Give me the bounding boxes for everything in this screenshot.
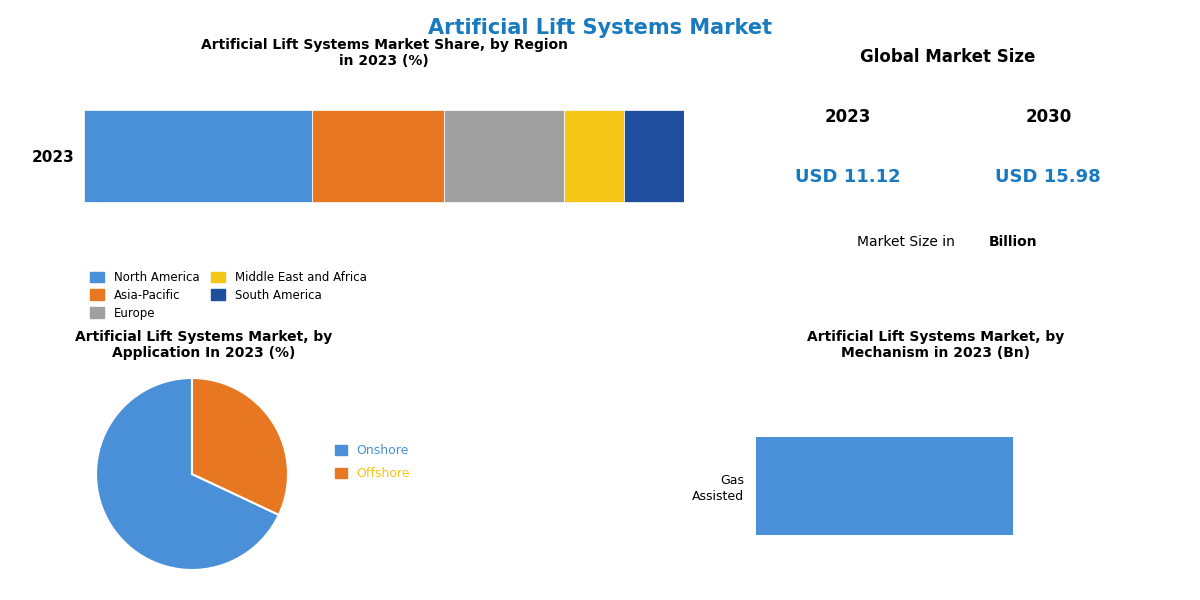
Bar — [624, 110, 684, 202]
Text: 2023: 2023 — [824, 108, 871, 126]
Text: USD 15.98: USD 15.98 — [996, 168, 1102, 186]
Wedge shape — [96, 378, 278, 570]
Text: Artificial Lift Systems Market, by
Application In 2023 (%): Artificial Lift Systems Market, by Appli… — [76, 330, 332, 360]
Text: Billion: Billion — [989, 235, 1038, 249]
Title: Artificial Lift Systems Market Share, by Region
in 2023 (%): Artificial Lift Systems Market Share, by… — [200, 38, 568, 68]
Legend: North America, Asia-Pacific, Europe, Middle East and Africa, South America: North America, Asia-Pacific, Europe, Mid… — [90, 271, 366, 320]
Text: Artificial Lift Systems Market: Artificial Lift Systems Market — [428, 18, 772, 38]
Text: Global Market Size: Global Market Size — [860, 48, 1036, 66]
Text: 2030: 2030 — [1025, 108, 1072, 126]
Bar — [312, 110, 444, 202]
Bar — [444, 110, 564, 202]
Text: USD 11.12: USD 11.12 — [794, 168, 900, 186]
Legend: Onshore, Offshore: Onshore, Offshore — [330, 439, 415, 485]
Bar — [84, 110, 312, 202]
Text: Artificial Lift Systems Market, by
Mechanism in 2023 (Bn): Artificial Lift Systems Market, by Mecha… — [808, 330, 1064, 360]
Text: Market Size in: Market Size in — [857, 235, 959, 249]
Bar — [756, 437, 1013, 535]
Bar — [564, 110, 624, 202]
Wedge shape — [192, 378, 288, 515]
